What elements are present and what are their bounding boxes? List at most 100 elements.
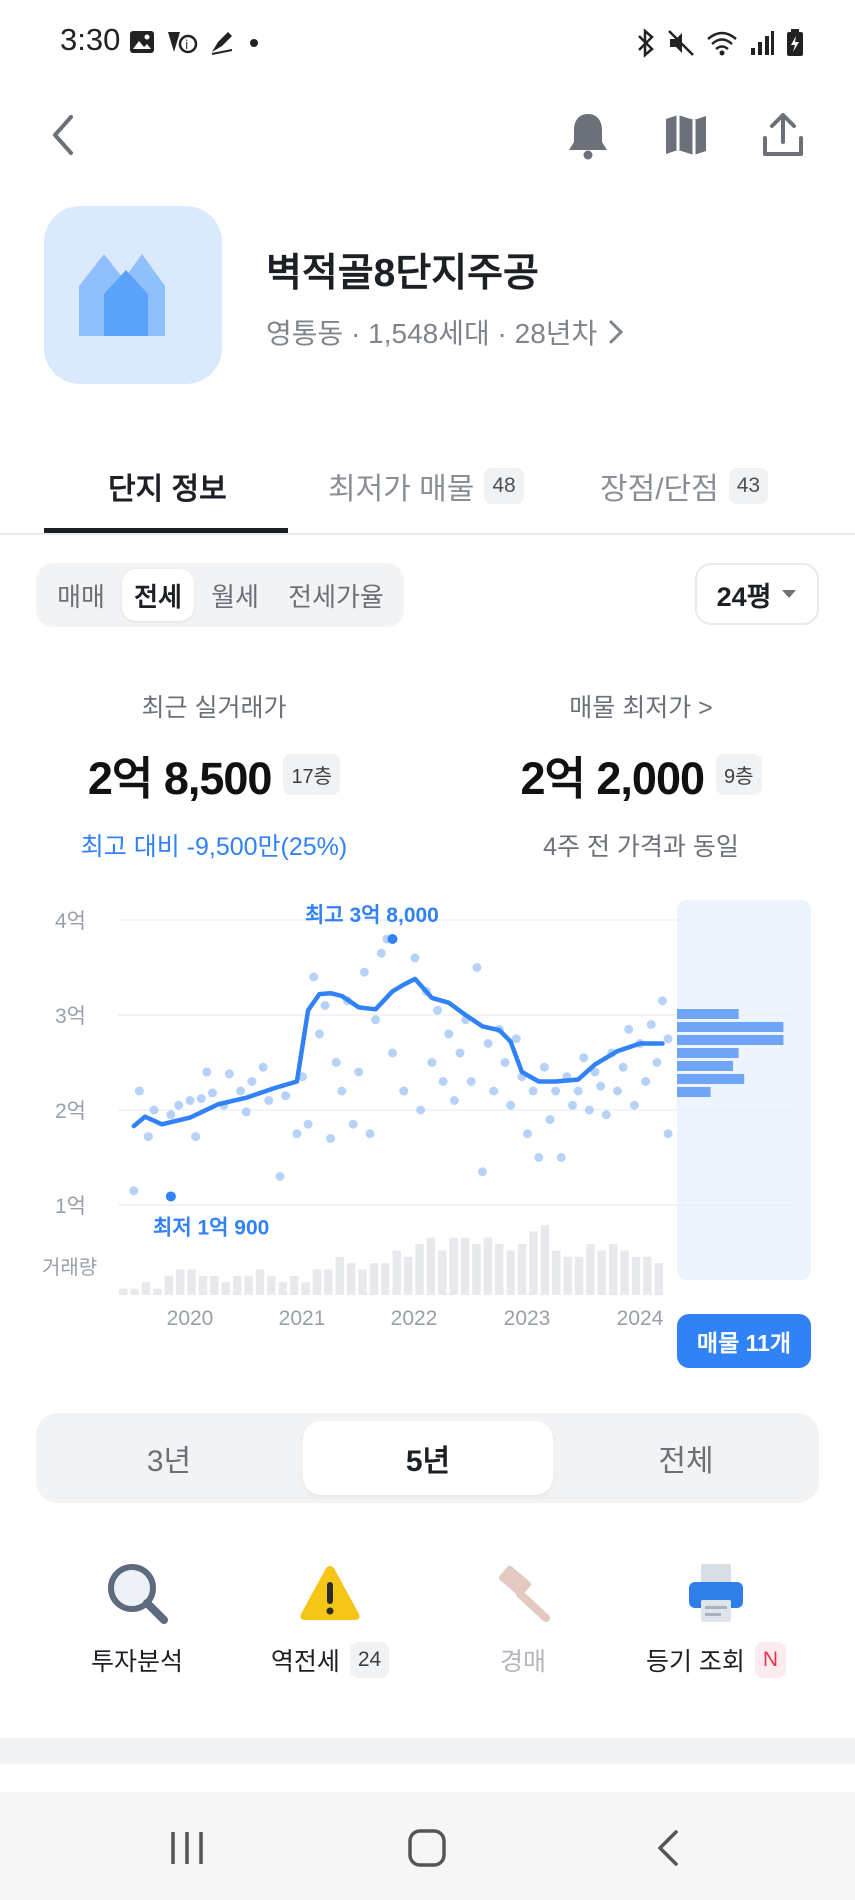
period-all[interactable]: 전체 (658, 1445, 714, 1478)
tab-lowest-listings[interactable]: 최저가 매물 48 (328, 456, 524, 516)
transaction-point (410, 953, 420, 963)
recents-icon (171, 1832, 203, 1864)
transaction-point (483, 1039, 493, 1048)
x-tick-label: 2020 (167, 1307, 214, 1330)
volume-bar (449, 1237, 458, 1295)
tab-count-badge: 43 (728, 468, 769, 504)
volume-bar (381, 1263, 390, 1295)
quick-action-registry[interactable]: 등기 조회 N (616, 1560, 816, 1680)
system-back-button[interactable] (638, 1820, 698, 1876)
transaction-point (511, 1034, 521, 1044)
quick-action-reverse-jeonse[interactable]: 역전세 24 (230, 1560, 430, 1680)
period-5y[interactable]: 5년 (303, 1421, 553, 1495)
transaction-point (224, 1069, 234, 1079)
deal-type-sale[interactable]: 매매 (57, 581, 105, 612)
tab-count-badge: 48 (484, 468, 524, 504)
notification-button[interactable] (560, 107, 616, 163)
transaction-point (208, 1088, 217, 1098)
signal-icon (751, 31, 774, 55)
transaction-point (579, 1053, 589, 1063)
price-chart[interactable]: 4억 3억 2억 1억 거래량 최고 3억 8,000 최저 1억 900 2020 2021 2… (0, 885, 855, 1345)
volume-bar (324, 1269, 333, 1295)
tab-pros-cons[interactable]: 장점/단점 43 (600, 456, 769, 516)
back-icon (53, 115, 73, 155)
recents-button[interactable] (157, 1820, 217, 1876)
transaction-point (438, 1077, 448, 1086)
lowest-floor-badge: 9층 (716, 754, 762, 795)
transaction-point (241, 1107, 251, 1117)
volume-bar (472, 1244, 481, 1295)
min-annotation: 최저 1억 900 (153, 1216, 269, 1239)
volume-bar (392, 1250, 401, 1295)
deal-type-jeonse-ratio[interactable]: 전세가율 (288, 581, 384, 612)
volume-bar (495, 1244, 504, 1295)
listings-count-button[interactable]: 매물 11개 (677, 1314, 811, 1368)
gallery-icon (130, 31, 154, 53)
volume-bar (460, 1237, 470, 1295)
back-button[interactable] (36, 107, 92, 163)
quick-icon-wrap (104, 1560, 170, 1626)
quick-label-text: 경매 (499, 1648, 546, 1676)
transaction-point (314, 1029, 324, 1039)
volume-bar (153, 1288, 162, 1295)
warning-icon (300, 1566, 360, 1620)
listing-distribution-bar (677, 1035, 784, 1045)
size-value: 24평 (716, 581, 772, 612)
transaction-point (371, 1015, 381, 1025)
map-button[interactable] (658, 107, 714, 163)
quick-action-investment[interactable]: 투자분석 (37, 1560, 237, 1680)
lowest-price-compare: 4주 전 가격과 동일 (543, 833, 739, 861)
quick-action-auction[interactable]: 경매 (423, 1560, 623, 1680)
volume-bar (244, 1275, 253, 1295)
transaction-point (472, 963, 482, 972)
transaction-point (444, 1029, 454, 1039)
volume-bar (517, 1244, 527, 1295)
transaction-point (489, 1086, 499, 1096)
complex-avatar (44, 206, 222, 384)
quick-label: 등기 조회 N (616, 1642, 816, 1678)
volume-bar (289, 1275, 299, 1295)
listing-distribution-bar (677, 1074, 745, 1084)
home-button[interactable] (397, 1820, 457, 1876)
tab-label: 최저가 매물 (328, 473, 475, 506)
quick-label-text: 투자분석 (90, 1648, 183, 1676)
volume-bar (597, 1250, 607, 1295)
transaction-point (320, 1001, 330, 1010)
transaction-point (388, 1048, 397, 1058)
quick-label-text: 등기 조회 (645, 1648, 745, 1676)
period-3y[interactable]: 3년 (146, 1445, 192, 1478)
volume-bar (164, 1275, 173, 1295)
trend-line (131, 976, 665, 1129)
quick-label: 투자분석 (37, 1642, 237, 1678)
transaction-point (663, 1034, 673, 1044)
house-icon (79, 254, 165, 336)
volume-bar (369, 1263, 379, 1295)
transaction-point (449, 1096, 459, 1105)
quick-label-text: 역전세 (270, 1648, 340, 1676)
share-button[interactable] (755, 107, 811, 163)
x-tick-label: 2023 (504, 1307, 551, 1330)
lowest-price-summary[interactable]: 매물 최저가 > 2억 2,000 9층 4주 전 가격과 동일 (441, 688, 841, 863)
deal-type-monthly[interactable]: 월세 (211, 581, 259, 612)
active-tab-indicator (44, 528, 288, 533)
mute-icon (668, 30, 694, 56)
quick-label: 경매 (423, 1642, 623, 1678)
transaction-point (573, 1086, 583, 1096)
transaction-point (303, 1119, 313, 1129)
share-icon (763, 113, 803, 156)
volume-bar (267, 1275, 276, 1295)
system-navigation-bar (0, 1792, 855, 1900)
transaction-point (551, 1086, 561, 1096)
volume-bar (221, 1282, 230, 1295)
size-dropdown[interactable]: 24평 (695, 563, 819, 625)
transaction-point (545, 1115, 555, 1124)
volume-bar (563, 1256, 572, 1295)
deal-type-jeonse[interactable]: 전세 (122, 569, 194, 621)
transaction-point (326, 1134, 336, 1143)
recent-floor-badge: 17층 (283, 754, 341, 795)
x-tick-label: 2024 (617, 1307, 664, 1330)
transaction-point (601, 1110, 611, 1120)
listing-distribution-bar (677, 1061, 733, 1071)
tab-complex-info[interactable]: 단지 정보 (108, 456, 227, 516)
complex-meta-link[interactable]: 영통동 · 1,548세대 · 28년차 (266, 312, 625, 352)
